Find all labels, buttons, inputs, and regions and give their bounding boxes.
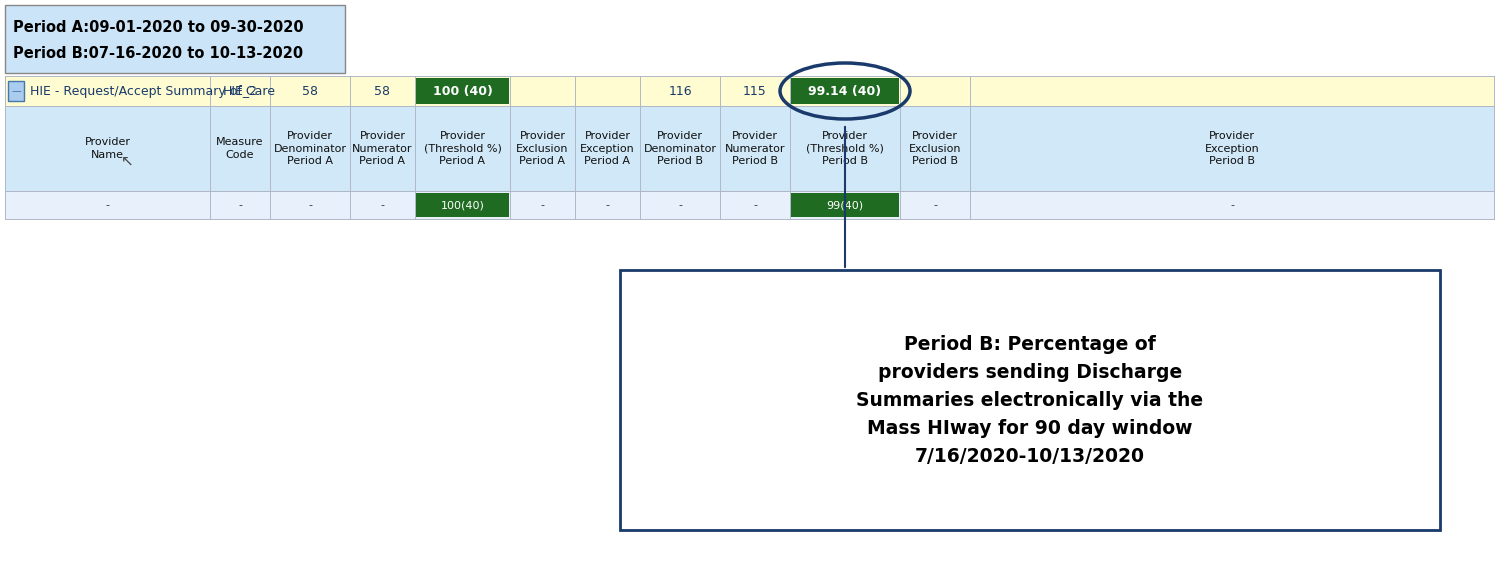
Text: -: - [678, 200, 682, 210]
Text: Provider
(Threshold %)
Period B: Provider (Threshold %) Period B [806, 131, 884, 166]
Text: Provider
(Threshold %)
Period A: Provider (Threshold %) Period A [424, 131, 502, 166]
Text: Period B: Percentage of
providers sending Discharge
Summaries electronically via: Period B: Percentage of providers sendin… [856, 334, 1204, 466]
Text: -: - [541, 200, 544, 210]
FancyBboxPatch shape [791, 193, 899, 217]
Text: Measure
Code: Measure Code [216, 137, 264, 160]
Text: 99(40): 99(40) [826, 200, 863, 210]
Text: HIE_2: HIE_2 [222, 85, 258, 98]
Text: Provider
Exception
Period B: Provider Exception Period B [1205, 131, 1259, 166]
Text: 99.14 (40): 99.14 (40) [808, 85, 881, 98]
Text: ↖: ↖ [121, 154, 133, 169]
Text: 100 (40): 100 (40) [433, 85, 493, 98]
FancyBboxPatch shape [4, 106, 1495, 191]
FancyBboxPatch shape [4, 76, 1495, 106]
Text: -: - [752, 200, 757, 210]
Text: HIE - Request/Accept Summary of Care: HIE - Request/Accept Summary of Care [30, 85, 274, 98]
Text: Provider
Denominator
Period A: Provider Denominator Period A [273, 131, 346, 166]
Text: 58: 58 [375, 85, 391, 98]
Text: 116: 116 [669, 85, 693, 98]
Text: Provider
Exclusion
Period B: Provider Exclusion Period B [908, 131, 961, 166]
FancyBboxPatch shape [4, 191, 1495, 219]
Text: -: - [1231, 200, 1234, 210]
FancyBboxPatch shape [417, 78, 510, 104]
Text: -: - [606, 200, 610, 210]
Text: —: — [10, 86, 21, 96]
FancyBboxPatch shape [4, 5, 345, 73]
Text: -: - [105, 200, 109, 210]
Text: Provider
Numerator
Period A: Provider Numerator Period A [352, 131, 412, 166]
FancyBboxPatch shape [7, 81, 24, 101]
Text: Provider
Name: Provider Name [84, 137, 130, 160]
Text: Provider
Numerator
Period B: Provider Numerator Period B [724, 131, 785, 166]
Text: -: - [238, 200, 241, 210]
Text: 58: 58 [301, 85, 318, 98]
FancyBboxPatch shape [791, 78, 899, 104]
Text: Period A:09-01-2020 to 09-30-2020: Period A:09-01-2020 to 09-30-2020 [13, 20, 304, 34]
FancyBboxPatch shape [417, 193, 510, 217]
Text: -: - [381, 200, 385, 210]
Text: Period B:07-16-2020 to 10-13-2020: Period B:07-16-2020 to 10-13-2020 [13, 45, 303, 61]
Text: Provider
Exception
Period A: Provider Exception Period A [580, 131, 636, 166]
Text: 100(40): 100(40) [441, 200, 484, 210]
Text: -: - [307, 200, 312, 210]
Text: Provider
Exclusion
Period A: Provider Exclusion Period A [516, 131, 568, 166]
Text: -: - [932, 200, 937, 210]
Text: Provider
Denominator
Period B: Provider Denominator Period B [643, 131, 717, 166]
Text: 115: 115 [744, 85, 767, 98]
FancyBboxPatch shape [621, 270, 1441, 530]
